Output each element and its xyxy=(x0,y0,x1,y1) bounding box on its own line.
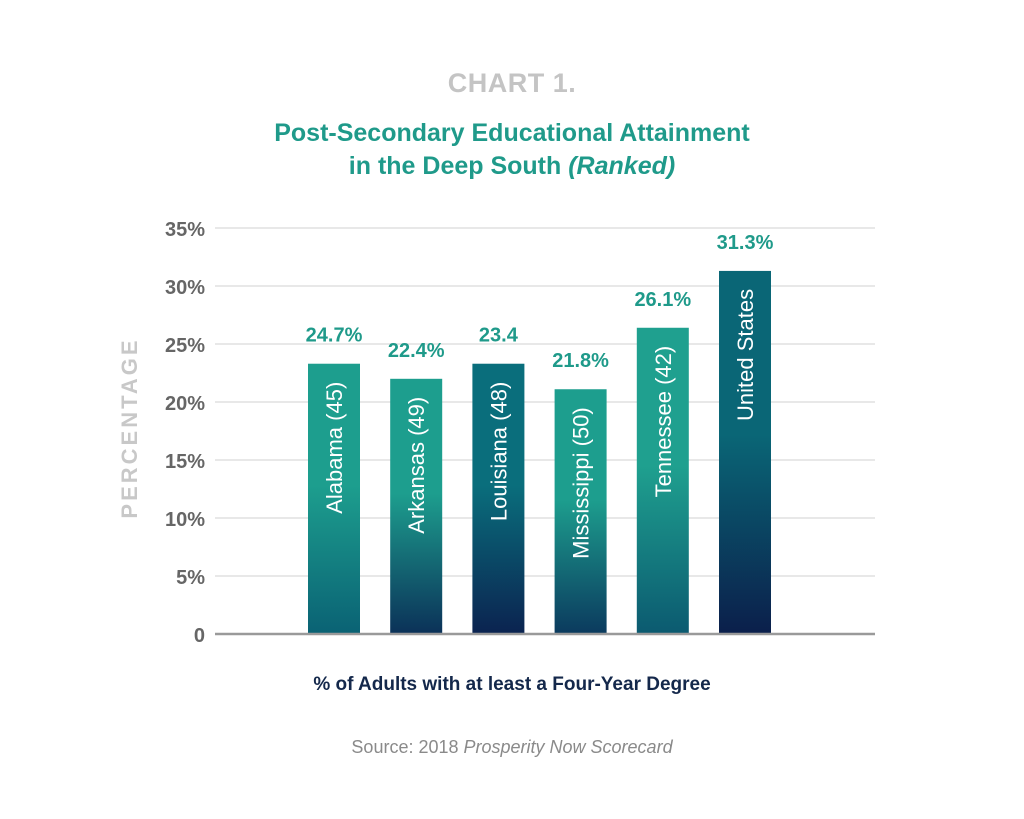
chart-title: Post-Secondary Educational Attainment in… xyxy=(0,117,1024,183)
y-tick-label: 0 xyxy=(194,625,205,647)
bar-value-label: 31.3% xyxy=(717,232,774,254)
bar xyxy=(390,378,443,634)
chart-title-line-2: in the Deep South (Ranked) xyxy=(0,150,1024,183)
bar-value-label: 21.8% xyxy=(552,350,609,372)
bar-category-label: Tennessee (42) xyxy=(651,346,676,498)
bar-category-label: Louisiana (48) xyxy=(486,382,511,521)
bar xyxy=(636,327,689,634)
bar-value-label: 22.4% xyxy=(388,340,445,362)
source-publication: Prosperity Now Scorecard xyxy=(463,737,673,757)
y-tick-label: 20% xyxy=(165,393,205,415)
bar-category-label: Alabama (45) xyxy=(322,382,347,514)
y-axis-label: PERCENTAGE xyxy=(117,337,142,518)
y-tick-label: 35% xyxy=(165,219,205,241)
bar-value-label: 26.1% xyxy=(634,289,691,311)
bar xyxy=(308,363,360,634)
x-axis-label: % of Adults with at least a Four-Year De… xyxy=(313,674,711,695)
y-tick-label: 5% xyxy=(176,567,205,589)
chart-title-line-1: Post-Secondary Educational Attainment xyxy=(274,119,750,147)
source-note: Source: 2018 Prosperity Now Scorecard xyxy=(0,737,1024,758)
chart-title-line-2-plain: in the Deep South xyxy=(348,152,569,180)
chart-title-ranked: (Ranked) xyxy=(568,152,676,180)
bar xyxy=(554,389,607,634)
bar-category-label: United States xyxy=(733,289,758,421)
y-tick-label: 15% xyxy=(165,451,205,473)
y-tick-label: 30% xyxy=(165,277,205,299)
y-tick-label: 10% xyxy=(165,509,205,531)
bar xyxy=(719,270,771,634)
bar xyxy=(472,363,525,634)
bar-value-label: 24.7% xyxy=(306,325,363,347)
bar-category-label: Mississippi (50) xyxy=(569,407,594,559)
chart-kicker: CHART 1. xyxy=(447,68,577,98)
bars xyxy=(308,270,771,634)
source-plain: Source: 2018 xyxy=(351,737,464,757)
y-tick-label: 25% xyxy=(165,335,205,357)
y-tick-labels: 0 5% 10% 15% 20% 25% 30% 35% xyxy=(165,219,205,647)
data-labels: Alabama (45) 24.7% Arkansas (49) 22.4% Louis… xyxy=(306,232,774,559)
bar-value-label: 23.4 xyxy=(479,325,519,347)
bar-category-label: Arkansas (49) xyxy=(404,397,429,534)
